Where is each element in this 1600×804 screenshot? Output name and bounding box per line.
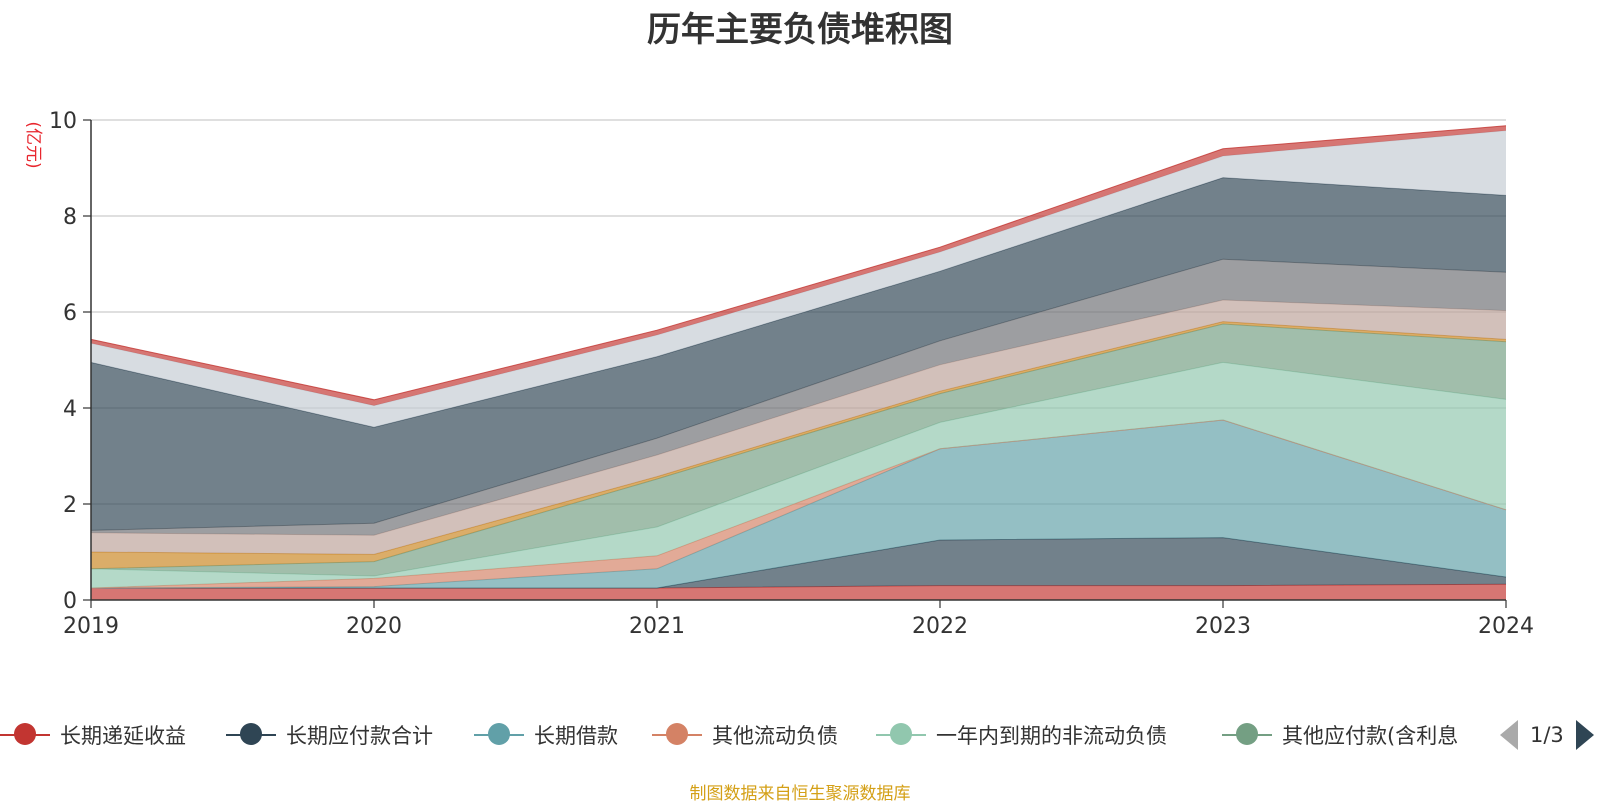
y-tick-label: 8: [63, 205, 77, 230]
pager-text: 1/3: [1530, 723, 1564, 747]
legend-label: 长期应付款合计: [286, 724, 433, 748]
legend-line-icon: [0, 723, 50, 745]
x-tick-label: 2019: [63, 614, 119, 639]
legend-label: 长期借款: [534, 724, 618, 748]
series-area[interactable]: [91, 537, 1506, 588]
legend-item[interactable]: 一年内到期的非流动负债: [876, 718, 1167, 752]
legend-label: 一年内到期的非流动负债: [936, 724, 1167, 748]
legend-item[interactable]: 其他应付款(含利息: [1222, 718, 1458, 752]
x-tick-label: 2021: [629, 614, 685, 639]
series-area[interactable]: [91, 420, 1506, 588]
legend: 长期递延收益 长期应付款合计 长期借款 其他流动负债 一年内到期的非流动负债 其…: [0, 718, 1600, 752]
legend-dot-icon: [14, 723, 36, 745]
chart-title: 历年主要负债堆积图: [647, 10, 953, 50]
chart-plot: 0 2 4 6 8 10 2019 2020 2021 2022 2023 2024 (亿元): [23, 109, 1534, 639]
legend-line-icon: [876, 723, 926, 745]
series-area[interactable]: [91, 300, 1506, 555]
legend-item[interactable]: 长期递延收益: [0, 718, 186, 752]
source-note: 制图数据来自恒生聚源数据库: [689, 784, 911, 804]
pager-next-icon[interactable]: [1575, 720, 1594, 750]
x-tick-label: 2022: [912, 614, 968, 639]
legend-line-icon: [474, 723, 524, 745]
x-tick-label: 2023: [1195, 614, 1251, 639]
series-area[interactable]: [91, 130, 1506, 428]
y-tick-label: 0: [63, 589, 77, 614]
legend-dot-icon: [240, 723, 262, 745]
legend-line-icon: [1222, 723, 1272, 745]
legend-item[interactable]: 长期借款: [474, 718, 618, 752]
x-tick-label: 2024: [1478, 614, 1534, 639]
series-area[interactable]: [91, 259, 1506, 536]
series-area[interactable]: [91, 420, 1506, 588]
legend-line-icon: [652, 723, 702, 745]
y-tick-label: 10: [49, 109, 77, 134]
legend-dot-icon: [890, 723, 912, 745]
x-tick-label: 2020: [346, 614, 402, 639]
y-tick-label: 4: [63, 397, 77, 422]
legend-pager: 1/3: [1500, 718, 1594, 752]
series-area[interactable]: [91, 177, 1506, 531]
legend-label: 长期递延收益: [60, 724, 186, 748]
legend-dot-icon: [666, 723, 688, 745]
legend-item[interactable]: 长期应付款合计: [226, 718, 433, 752]
y-axis-label: (亿元): [23, 121, 43, 168]
legend-dot-icon: [1236, 723, 1258, 745]
y-tick-label: 6: [63, 301, 77, 326]
legend-dot-icon: [488, 723, 510, 745]
y-tick-label: 2: [63, 493, 77, 518]
series-area[interactable]: [91, 324, 1506, 576]
legend-label: 其他应付款(含利息: [1282, 724, 1459, 748]
pager-prev-icon[interactable]: [1500, 720, 1518, 750]
legend-label: 其他流动负债: [712, 724, 838, 748]
legend-item[interactable]: 其他流动负债: [652, 718, 838, 752]
legend-line-icon: [226, 723, 276, 745]
series-line: [90, 125, 1507, 401]
